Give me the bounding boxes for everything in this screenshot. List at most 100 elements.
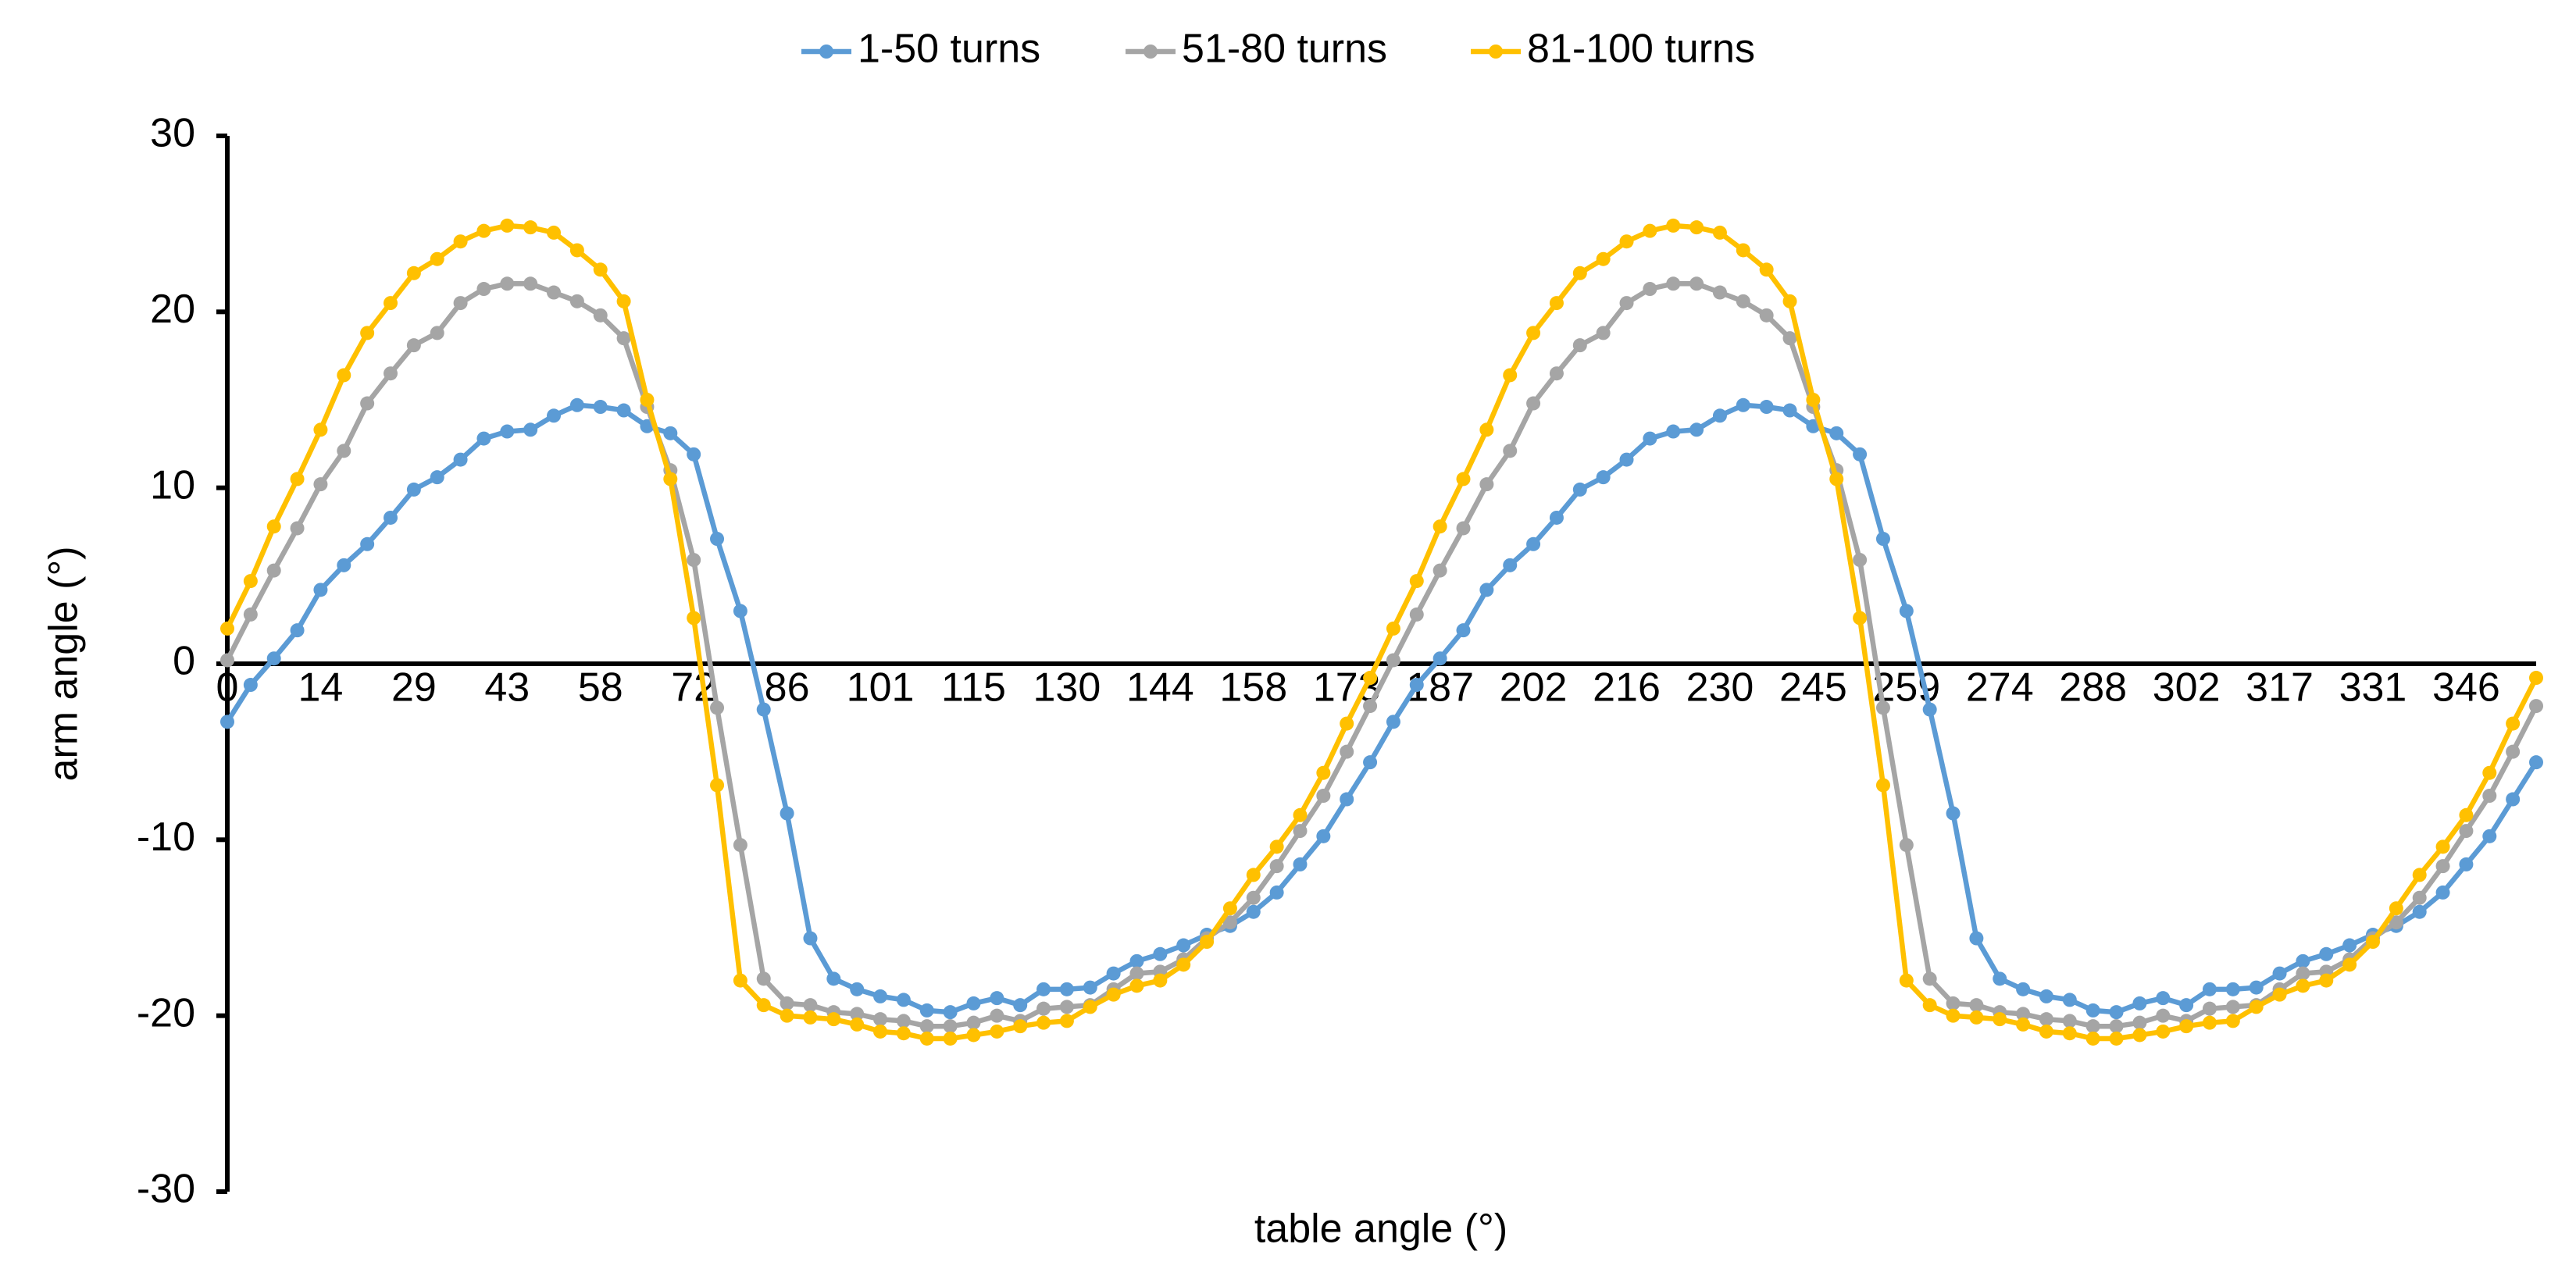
data-point [1340,792,1354,807]
data-point [1666,424,1681,439]
data-point [1200,935,1215,950]
data-point [1829,426,1844,440]
data-point [2225,1000,2240,1014]
data-point [756,998,771,1013]
data-point [826,1012,841,1027]
data-point [220,653,234,668]
data-point [2179,1019,2194,1034]
data-point [2459,857,2474,871]
data-point [569,397,584,412]
data-point [547,225,562,240]
x-tick-label: 29 [391,665,437,711]
data-point [896,1026,911,1041]
data-point [266,651,281,666]
data-point [2506,716,2521,731]
data-point [1969,931,1984,946]
x-tick-label: 14 [298,665,344,711]
data-point [2435,859,2450,874]
data-point [2319,973,2334,988]
data-point [1759,262,1774,277]
data-point [1736,243,1750,258]
data-point [1503,444,1518,458]
data-point [1899,604,1914,618]
data-point [2459,824,2474,839]
data-point [616,331,631,346]
data-point [1829,472,1844,487]
data-point [313,477,328,492]
data-point [1129,953,1144,968]
data-point [826,971,841,986]
data-point [1083,980,1097,995]
series-line [225,281,2539,1029]
data-point [1549,510,1564,525]
data-point [1013,998,1028,1013]
data-point [2529,671,2543,686]
data-point [1643,431,1657,446]
x-tick-label: 72 [671,665,716,711]
data-point [1689,422,1704,437]
data-point [733,973,747,988]
data-point [2319,946,2334,961]
x-tick-label: 245 [1779,665,1847,711]
data-point [453,452,468,467]
data-point [384,510,398,525]
data-point [1432,563,1447,578]
data-point [919,1031,934,1046]
data-point [1456,472,1471,487]
data-point [1853,553,1868,568]
data-point [430,326,444,340]
legend-label: 81-100 turns [1527,27,1755,72]
data-point [523,276,538,291]
data-point [337,558,351,572]
data-point [1340,716,1354,731]
data-point [1036,1001,1051,1016]
data-point [2529,699,2543,714]
data-point [2412,868,2427,882]
data-point [687,611,701,626]
data-point [966,1015,981,1030]
data-point [2435,839,2450,854]
data-point [2296,966,2310,981]
data-point [453,296,468,311]
data-point [2156,991,2171,1006]
y-axis-title: arm angle (°) [41,546,87,781]
legend-item: 81-100 turns [1471,27,1755,72]
data-point [943,1019,958,1034]
data-point [1479,477,1494,492]
data-point [337,444,351,458]
data-point [547,408,562,423]
legend-label: 51-80 turns [1182,27,1387,72]
y-tick-label: -20 [137,990,195,1035]
data-point [2085,1031,2100,1046]
data-point [710,778,725,793]
data-point [2109,1019,2124,1034]
data-point [850,1007,865,1021]
data-point [1572,266,1587,280]
data-point [1386,653,1400,668]
data-point [2085,1019,2100,1034]
legend-swatch-marker [1144,45,1158,59]
data-point [733,838,747,853]
data-point [1946,996,1961,1010]
data-point [1059,982,1074,996]
data-point [1059,1014,1074,1028]
data-point [616,403,631,418]
data-point [220,715,234,729]
data-point [1712,408,1727,423]
data-point [1316,829,1331,843]
data-point [616,294,631,308]
data-point [756,971,771,986]
data-point [1269,885,1284,900]
data-point [1619,452,1634,467]
x-tick-label: 317 [2246,665,2314,711]
data-point [2296,953,2310,968]
data-point [1689,220,1704,235]
data-point [1875,778,1890,793]
data-point [850,982,865,996]
data-point [687,553,701,568]
y-tick-label: -30 [137,1167,195,1212]
data-point [1853,447,1868,462]
data-point [873,1024,888,1039]
x-tick-label: 331 [2339,665,2407,711]
